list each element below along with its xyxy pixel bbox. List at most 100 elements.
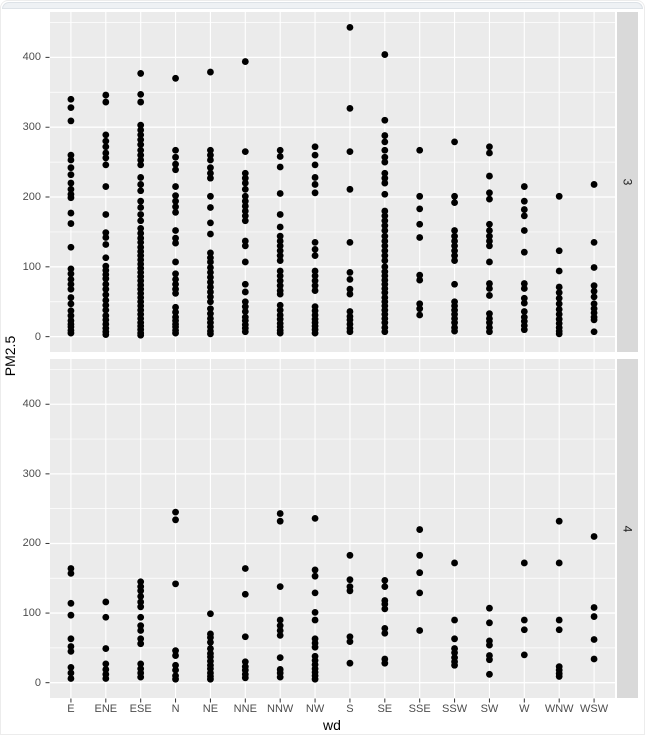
data-point	[67, 185, 75, 193]
data-point	[276, 146, 284, 154]
data-point	[381, 190, 389, 198]
y-tick-label: 100	[22, 260, 41, 273]
data-point	[241, 658, 249, 666]
data-point	[311, 267, 319, 275]
data-point	[207, 204, 214, 211]
data-point	[67, 565, 75, 572]
data-point	[311, 151, 319, 159]
data-point	[381, 232, 389, 240]
data-point	[102, 291, 110, 299]
data-point	[67, 307, 75, 315]
data-point	[416, 311, 424, 319]
data-point	[311, 675, 319, 683]
data-point	[486, 149, 493, 157]
data-point	[416, 234, 424, 241]
data-point	[520, 616, 528, 624]
data-point	[520, 308, 528, 315]
data-point	[346, 285, 354, 293]
data-point	[590, 636, 598, 643]
x-tick-label: ESE	[129, 703, 152, 715]
data-point	[67, 294, 75, 301]
data-point	[137, 238, 145, 246]
data-point	[241, 148, 249, 156]
data-point	[381, 242, 389, 250]
data-point	[555, 306, 563, 313]
data-point	[67, 151, 75, 159]
data-point	[381, 237, 389, 245]
data-point	[555, 267, 563, 275]
data-point	[381, 51, 389, 58]
facet-strip-label: 4	[620, 525, 635, 532]
data-point	[486, 232, 493, 240]
data-point	[102, 137, 110, 145]
data-point	[486, 242, 493, 250]
data-point	[67, 643, 75, 650]
data-point	[416, 627, 424, 634]
data-point	[102, 98, 110, 106]
data-point	[381, 169, 389, 177]
data-point	[207, 610, 214, 618]
data-point	[102, 154, 110, 162]
data-point	[207, 645, 214, 652]
data-point	[172, 516, 179, 524]
data-point	[207, 634, 214, 641]
data-point	[381, 212, 389, 220]
data-point	[102, 613, 110, 621]
data-point	[311, 252, 319, 260]
data-point	[520, 280, 528, 287]
data-point	[381, 217, 389, 225]
data-point	[276, 616, 284, 624]
data-point	[311, 572, 319, 580]
data-point	[102, 331, 110, 338]
data-point	[381, 227, 389, 234]
data-point	[207, 298, 214, 306]
data-point	[207, 258, 214, 266]
data-point	[555, 283, 563, 291]
data-point	[102, 660, 110, 668]
data-point	[381, 174, 389, 182]
data-point	[102, 161, 110, 169]
data-point	[172, 270, 179, 278]
data-point	[137, 592, 145, 600]
window-chrome-bar	[2, 2, 643, 9]
data-point	[102, 666, 110, 673]
data-point	[486, 195, 493, 203]
data-point	[172, 74, 179, 82]
data-point	[555, 616, 563, 624]
data-point	[67, 156, 75, 164]
data-point	[207, 330, 214, 338]
data-point	[241, 280, 249, 288]
data-point	[67, 275, 75, 283]
y-tick-label: 300	[22, 121, 41, 134]
data-point	[555, 626, 563, 634]
data-point	[172, 234, 179, 242]
data-point	[346, 238, 354, 246]
facet-strip-label: 3	[620, 178, 635, 186]
data-point	[486, 641, 493, 649]
data-point	[172, 303, 179, 311]
data-point	[520, 651, 528, 659]
data-point	[137, 578, 145, 586]
data-point	[137, 673, 145, 681]
data-point	[416, 220, 424, 228]
y-tick-label: 400	[22, 51, 41, 64]
data-point	[137, 660, 145, 668]
data-point	[451, 192, 458, 200]
data-point	[137, 141, 145, 149]
data-point	[172, 308, 179, 316]
data-point	[311, 277, 319, 285]
data-point	[590, 287, 598, 295]
data-point	[311, 515, 319, 522]
data-point	[102, 183, 110, 190]
data-point	[241, 217, 249, 225]
data-point	[241, 590, 249, 598]
data-point	[172, 192, 179, 200]
data-point	[102, 91, 110, 99]
data-point	[207, 169, 214, 177]
data-point	[172, 203, 179, 211]
data-point	[137, 70, 145, 77]
data-point	[276, 252, 284, 260]
data-point	[381, 116, 389, 124]
data-point	[137, 622, 145, 630]
